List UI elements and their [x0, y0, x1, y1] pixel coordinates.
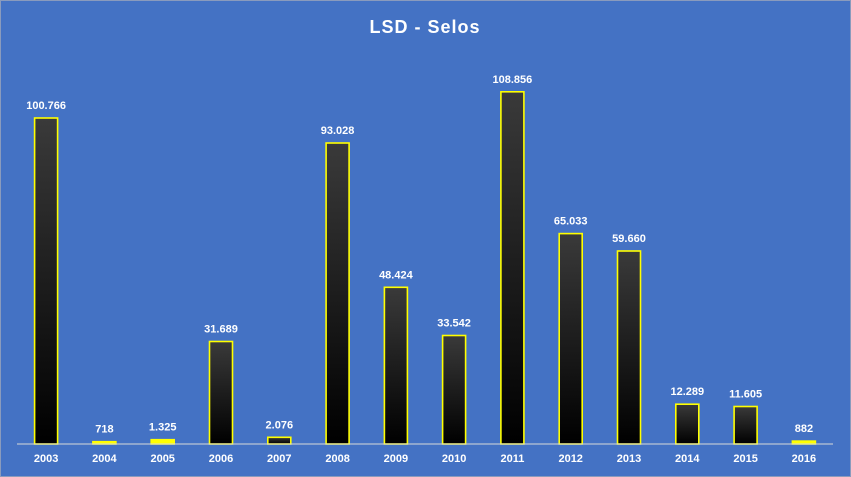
data-label-2011: 108.856 — [493, 74, 533, 86]
data-label-2006: 31.689 — [204, 324, 238, 336]
x-tick-label-2003: 2003 — [34, 453, 58, 465]
x-tick-label-2015: 2015 — [733, 453, 757, 465]
bar-2006 — [208, 340, 234, 445]
x-tick-label-2010: 2010 — [442, 453, 466, 465]
x-tick-label-2008: 2008 — [325, 453, 349, 465]
x-tick-label-2014: 2014 — [675, 453, 700, 465]
x-tick-label-2004: 2004 — [92, 453, 117, 465]
bar-2011 — [500, 91, 525, 445]
bar-2007 — [266, 436, 292, 445]
bar-2008 — [325, 142, 350, 445]
bar-2014 — [674, 403, 700, 445]
x-axis-tick-labels: 2003 2004 2005 2006 2007 2008 2009 2010 2011 2012… — [34, 453, 816, 465]
data-label-2012: 65.033 — [554, 216, 588, 228]
data-label-2015: 11.605 — [729, 389, 762, 401]
data-label-2003: 100.766 — [26, 100, 66, 112]
bar-2010 — [441, 334, 467, 445]
data-label-2009: 48.424 — [379, 269, 414, 281]
x-tick-label-2005: 2005 — [150, 453, 174, 465]
data-label-2007: 2.076 — [266, 419, 294, 431]
data-label-2005: 1.325 — [149, 422, 177, 434]
bar-2003 — [33, 117, 59, 445]
bar-2012 — [558, 232, 584, 445]
data-label-2004: 718 — [95, 424, 113, 436]
chart-title: LSD - Selos — [369, 17, 480, 37]
x-tick-label-2016: 2016 — [792, 453, 816, 465]
data-label-2010: 33.542 — [437, 318, 471, 330]
bar-2005 — [150, 438, 175, 445]
data-label-2013: 59.660 — [612, 233, 646, 245]
bar-2015 — [733, 405, 758, 445]
x-tick-label-2009: 2009 — [384, 453, 408, 465]
x-tick-label-2011: 2011 — [500, 453, 524, 465]
data-label-2014: 12.289 — [670, 386, 704, 398]
data-label-2016: 882 — [795, 423, 813, 435]
x-tick-label-2012: 2012 — [558, 453, 582, 465]
bar-2009 — [383, 286, 409, 445]
data-labels-group: 100.766 718 1.325 31.689 2.076 93.028 48.424 33… — [26, 74, 813, 436]
data-label-2008: 93.028 — [321, 125, 355, 137]
x-tick-label-2006: 2006 — [209, 453, 233, 465]
x-tick-label-2007: 2007 — [267, 453, 291, 465]
bar-2013 — [616, 250, 642, 445]
x-tick-label-2013: 2013 — [617, 453, 641, 465]
